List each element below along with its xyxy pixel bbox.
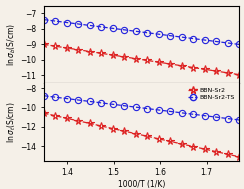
X-axis label: 1000/T (1/K): 1000/T (1/K) bbox=[118, 180, 165, 189]
Y-axis label: $\ln\sigma_b$(S/cm): $\ln\sigma_b$(S/cm) bbox=[5, 23, 18, 66]
Legend: BBN-Sr2, BBN-Sr2-TS: BBN-Sr2, BBN-Sr2-TS bbox=[187, 86, 236, 101]
Y-axis label: $\ln\sigma_t$(S/cm): $\ln\sigma_t$(S/cm) bbox=[5, 101, 18, 143]
